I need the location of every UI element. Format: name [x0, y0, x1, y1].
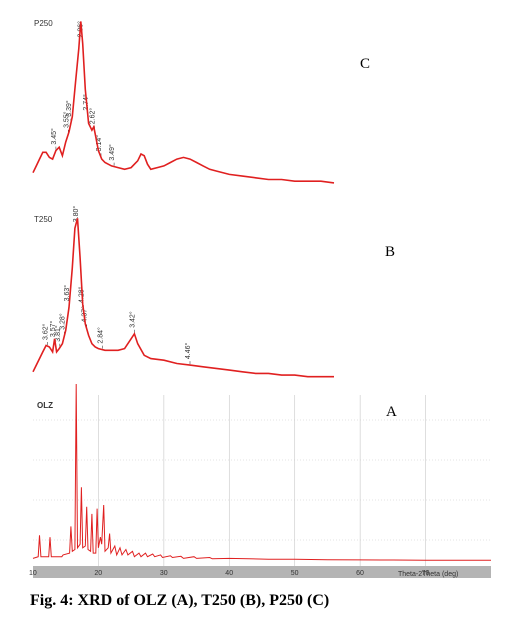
x-tick-label: 50 — [291, 570, 299, 577]
peak-label: 3.63° — [63, 285, 71, 302]
peak-label: 3.42° — [128, 311, 136, 328]
peak-label: 3.62° — [41, 323, 49, 340]
panel-a-x-axis-bar — [33, 566, 491, 578]
panel-a-trace — [32, 383, 491, 561]
panel-a-letter: A — [386, 404, 397, 420]
peak-label: 3.28° — [58, 313, 66, 330]
x-tick-label: 40 — [225, 570, 233, 577]
x-tick-label: 10 — [29, 570, 37, 577]
x-tick-label: 70 — [422, 570, 430, 577]
x-tick-label: 20 — [94, 570, 102, 577]
panel-a-sample-label: OLZ — [37, 401, 53, 410]
peak-label: 3.80° — [72, 206, 80, 223]
panel-b-sample-label: T250 — [34, 215, 53, 224]
x-tick-label: 30 — [160, 570, 168, 577]
peak-label: 3.55° — [62, 111, 70, 128]
peak-label: 2.84° — [96, 327, 104, 344]
panel-a: OLZ A 10 20 30 40 50 60 70 Theta-2Theta (deg) — [29, 383, 491, 578]
panel-b-letter: B — [385, 244, 395, 260]
peak-label: 3.45° — [50, 128, 58, 145]
peak-label: 3.81° — [54, 325, 62, 342]
peak-label: 2.62° — [89, 108, 97, 125]
panel-c-sample-label: P250 — [34, 19, 53, 28]
peak-label: 3.14° — [95, 135, 103, 152]
panel-c-letter: C — [360, 56, 370, 72]
peak-label: 3.49° — [108, 144, 116, 161]
peak-label: 3.39° — [65, 100, 73, 117]
panel-b-trace — [32, 218, 334, 378]
figure-caption: Fig. 4: XRD of OLZ (A), T250 (B), P250 (… — [30, 592, 330, 609]
panel-c-trace — [32, 21, 335, 184]
peak-label: 3.57° — [49, 320, 57, 337]
x-tick-label: 60 — [356, 570, 364, 577]
panel-a-x-axis-label: Theta-2Theta (deg) — [398, 571, 458, 578]
panel-b: T250 B 3.62° 3.57°3.81°3.28°3.63°3.80°4.2… — [32, 206, 395, 378]
panel-c: P250 C 3.45°3.55°3.39°2.86°2.74°2.62°3.1… — [32, 19, 370, 184]
panel-a-x-tick-labels: 10 20 30 40 50 60 70 — [29, 570, 429, 577]
peak-label: 4.46° — [184, 342, 192, 359]
panel-a-grid — [33, 395, 491, 566]
